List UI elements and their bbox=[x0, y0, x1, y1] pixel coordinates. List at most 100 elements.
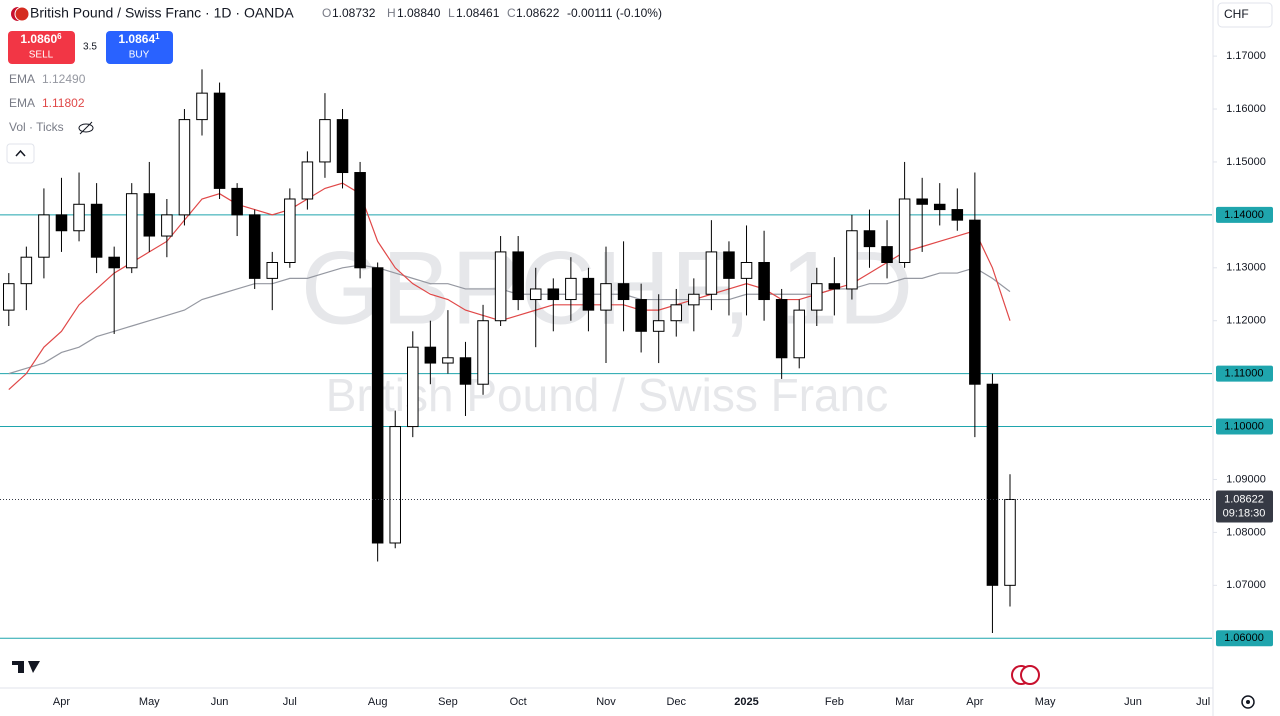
last-price-label: 1.08622 bbox=[1224, 493, 1264, 505]
x-tick-label: Nov bbox=[596, 696, 616, 708]
candle-body bbox=[424, 346, 437, 364]
candle-body bbox=[213, 92, 226, 189]
event-flag[interactable] bbox=[1020, 665, 1040, 685]
sell-price: 1.08606 bbox=[20, 32, 62, 46]
candle-body bbox=[407, 346, 419, 428]
x-tick-label: Aug bbox=[368, 696, 388, 708]
x-tick-label: Dec bbox=[666, 696, 686, 708]
hide-icon[interactable] bbox=[78, 123, 94, 133]
collapse-button[interactable] bbox=[6, 143, 35, 164]
candle-body bbox=[811, 283, 823, 311]
ohlc-label: C bbox=[507, 6, 516, 20]
candle-body bbox=[125, 193, 138, 269]
level-label-box bbox=[1216, 365, 1273, 382]
level-label: 1.11000 bbox=[1225, 368, 1264, 380]
candle-body bbox=[529, 288, 542, 301]
candle-body bbox=[828, 283, 841, 290]
y-tick-label: 1.16000 bbox=[1226, 103, 1266, 115]
candle-body bbox=[248, 214, 261, 279]
candle-body bbox=[582, 277, 595, 311]
x-tick-label: Jul bbox=[1196, 696, 1210, 708]
y-tick-label: 1.07000 bbox=[1226, 579, 1266, 591]
candle-body bbox=[600, 283, 612, 311]
y-tick-label: 1.12000 bbox=[1226, 315, 1266, 327]
volume-indicator[interactable]: Vol · Ticks bbox=[9, 120, 64, 134]
candle-body bbox=[933, 203, 946, 211]
symbol-title[interactable]: British Pound / Swiss Franc · 1D · OANDA bbox=[30, 5, 294, 21]
legend-value: 1.11802 bbox=[42, 96, 85, 110]
x-tick-label: Feb bbox=[825, 696, 844, 708]
y-tick-label: 1.08000 bbox=[1226, 526, 1266, 538]
ema-line bbox=[8, 264, 1011, 375]
tv-logo[interactable] bbox=[12, 661, 40, 673]
candle-body bbox=[459, 357, 472, 385]
candle-body bbox=[986, 383, 999, 586]
candle-body bbox=[90, 203, 103, 258]
candle-body bbox=[635, 299, 647, 332]
level-label: 1.06000 bbox=[1224, 632, 1264, 644]
candle-body bbox=[898, 198, 911, 263]
buy-price: 1.08641 bbox=[118, 32, 160, 46]
ohlc-value: 1.08622 bbox=[516, 6, 560, 20]
settings-icon-dot bbox=[1246, 700, 1250, 704]
sell-label: SELL bbox=[29, 50, 54, 61]
candle-body bbox=[371, 267, 384, 544]
buy-button[interactable] bbox=[106, 31, 173, 64]
y-tick-label: 1.13000 bbox=[1226, 262, 1266, 274]
candle-body bbox=[705, 251, 718, 295]
legend-value: 1.12490 bbox=[42, 72, 86, 86]
x-tick-label: May bbox=[1035, 696, 1056, 708]
candle-body bbox=[494, 251, 507, 322]
candle-body bbox=[951, 209, 964, 221]
candle-body bbox=[617, 283, 630, 301]
level-label: 1.14000 bbox=[1224, 209, 1264, 221]
candle-body bbox=[863, 230, 876, 248]
ohlc-value: 1.08461 bbox=[456, 6, 500, 20]
y-tick-label: 1.17000 bbox=[1226, 50, 1266, 62]
currency-label: CHF bbox=[1224, 7, 1249, 21]
settings-icon[interactable] bbox=[1241, 695, 1255, 709]
candle-body bbox=[442, 357, 454, 364]
candle-body bbox=[969, 219, 981, 385]
candle-body bbox=[3, 283, 15, 311]
legend-name: EMA bbox=[9, 72, 35, 86]
candle-body bbox=[1004, 498, 1016, 586]
candle-body bbox=[775, 299, 788, 359]
collapse-icon bbox=[15, 149, 26, 157]
currency-button[interactable] bbox=[1217, 2, 1273, 28]
candle-body bbox=[284, 198, 296, 263]
buy-label: BUY bbox=[129, 50, 150, 61]
last-price-box bbox=[1216, 490, 1273, 523]
ohlc-label: L bbox=[448, 6, 455, 20]
x-tick-label: Jun bbox=[211, 696, 229, 708]
ohlc-change: -0.00111 (-0.10%) bbox=[567, 6, 662, 20]
candle-body bbox=[20, 256, 33, 285]
candle-body bbox=[758, 261, 770, 301]
x-tick-label: Apr bbox=[966, 696, 983, 708]
candle-body bbox=[723, 251, 735, 279]
candle-body bbox=[73, 203, 85, 232]
candle-body bbox=[547, 288, 560, 301]
sell-button[interactable] bbox=[8, 31, 75, 64]
candle-body bbox=[916, 198, 928, 205]
countdown-label: 09:18:30 bbox=[1223, 507, 1266, 519]
candle-body bbox=[477, 320, 489, 385]
candle-body bbox=[688, 293, 700, 306]
x-tick-label: Jun bbox=[1124, 696, 1142, 708]
x-tick-label: May bbox=[139, 696, 160, 708]
candle-body bbox=[881, 246, 893, 263]
candle-body bbox=[196, 92, 208, 121]
candle-body bbox=[55, 214, 68, 232]
candle-body bbox=[793, 309, 805, 359]
x-tick-label: 2025 bbox=[734, 696, 758, 708]
candle-body bbox=[389, 426, 401, 544]
ohlc-value: 1.08840 bbox=[397, 6, 441, 20]
candle-body bbox=[161, 214, 173, 237]
watermark-description: British Pound / Swiss Franc bbox=[326, 369, 888, 421]
candle-body bbox=[231, 187, 243, 216]
ohlc-label: O bbox=[322, 6, 331, 20]
candle-body bbox=[846, 230, 858, 290]
candle-body bbox=[354, 172, 366, 269]
candle-body bbox=[565, 277, 577, 301]
level-label-box bbox=[1216, 630, 1273, 647]
